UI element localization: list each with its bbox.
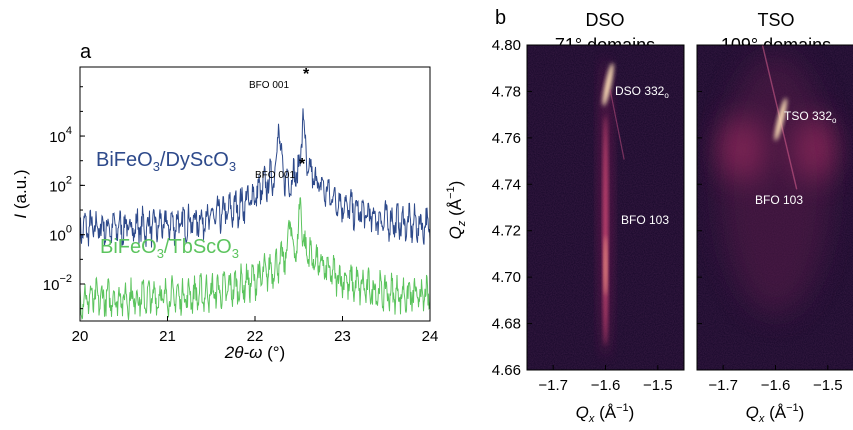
x-tick-label-a: 24 xyxy=(422,328,439,345)
x-axis-title-tso: Qx (Å−1) xyxy=(746,402,805,425)
series-line-bifeo3-tbscoo3 xyxy=(80,197,430,320)
annotation-bfo-001-dyscoo3: BFO 001 xyxy=(249,80,289,91)
y-tick-label-b: 4.76 xyxy=(492,130,521,147)
series-label-tbscoo3: BiFeO3/TbScO3 xyxy=(100,236,239,261)
substrate-streak-tso xyxy=(761,45,798,190)
y-axis-title-a: I (a.u.) xyxy=(11,169,30,218)
diffuse-background-tso xyxy=(720,54,831,315)
substrate-peak-tso xyxy=(774,97,787,141)
label-bfo-103-tso: BFO 103 xyxy=(755,193,803,207)
x-axis-title-a: 2θ-ω (°) xyxy=(224,343,285,362)
x-tick-label-a: 20 xyxy=(72,328,89,345)
panel-a-label: a xyxy=(80,41,92,63)
x-axis-title-dso: Qx (Å−1) xyxy=(576,402,635,425)
y-tick-label-b: 4.68 xyxy=(492,316,521,333)
panel-b-rsm-maps: DSO 71° domains TSO 109° domains −1.7−1.… xyxy=(445,10,853,425)
film-streak-dso xyxy=(603,115,608,346)
label-tso-332: TSO 332o xyxy=(784,109,837,125)
heatmap-dso xyxy=(527,45,684,370)
y-tick-label-a: 10−2 xyxy=(43,273,72,294)
y-tick-label-b: 4.78 xyxy=(492,83,521,100)
x-tick-label-b: −1.5 xyxy=(643,377,673,394)
y-tick-label-b: 4.80 xyxy=(492,37,521,54)
series-label-dyscoo3: BiFeO3/DyScO3 xyxy=(96,149,236,174)
map-title-dso: DSO xyxy=(585,10,624,30)
x-tick-label-b: −1.7 xyxy=(708,377,738,394)
x-tick-label-a: 22 xyxy=(247,328,264,345)
substrate-streak-dso xyxy=(609,89,625,160)
x-tick-label-b: −1.6 xyxy=(591,377,621,394)
y-tick-label-b: 4.66 xyxy=(492,362,521,379)
x-tick-label-a: 23 xyxy=(334,328,351,345)
label-dso-332: DSO 332o xyxy=(615,84,669,100)
y-tick-label-b: 4.70 xyxy=(492,269,521,286)
panel-b-label: b xyxy=(495,7,506,29)
x-tick-label-b: −1.6 xyxy=(761,377,791,394)
substrate-peak-dso xyxy=(602,62,614,106)
annotation-star-tbscoo3: * xyxy=(299,156,306,173)
map-title-tso: TSO xyxy=(757,10,794,30)
y-tick-label-a: 104 xyxy=(49,125,72,146)
film-peak-core-dso xyxy=(604,235,607,296)
panel-a-xrd-plot: 20 21 22 23 24 10−2 100 102 104 BiFeO3/DyScO3 Bi… xyxy=(11,66,438,362)
x-tick-label-b: −1.5 xyxy=(813,377,843,394)
series-line-bifeo3-dyscoo3 xyxy=(80,108,430,248)
y-tick-label-a: 102 xyxy=(49,174,72,195)
annotation-bfo-001-tbscoo3: BFO 001 xyxy=(255,170,295,181)
y-tick-label-b: 4.72 xyxy=(492,223,521,240)
annotation-star-dyscoo3: * xyxy=(303,66,310,83)
y-axis-title-b: Qz (Å−1) xyxy=(445,181,468,240)
x-tick-label-b: −1.7 xyxy=(538,377,568,394)
x-tick-label-a: 21 xyxy=(159,328,176,345)
heatmap-tso xyxy=(697,45,853,370)
y-tick-label-b: 4.74 xyxy=(492,176,521,193)
y-tick-label-a: 100 xyxy=(49,224,72,245)
label-bfo-103-dso: BFO 103 xyxy=(621,213,669,227)
